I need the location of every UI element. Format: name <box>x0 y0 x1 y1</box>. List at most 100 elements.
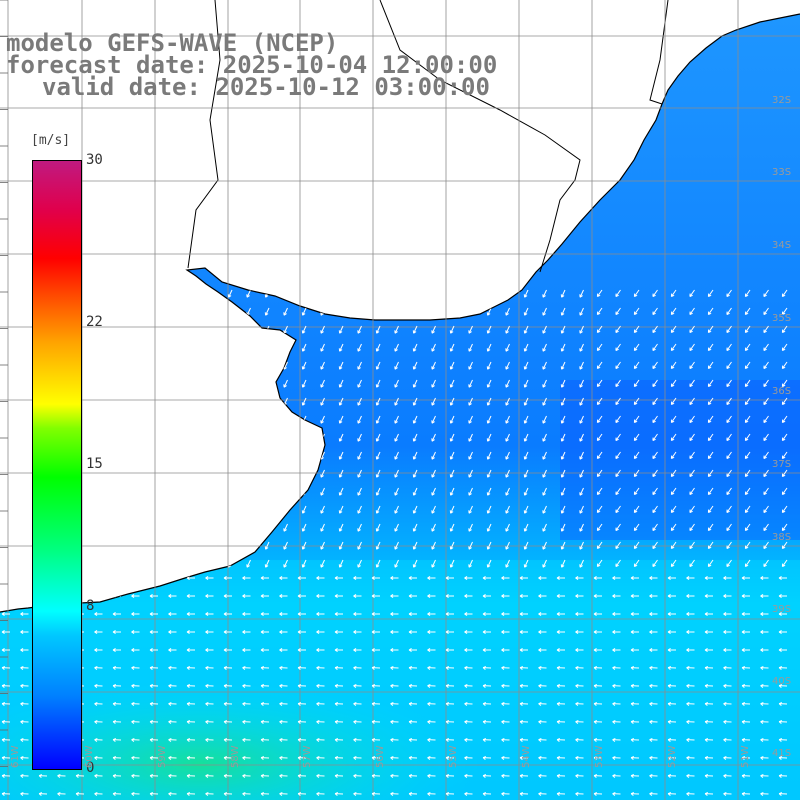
wind-arrow <box>264 469 270 478</box>
wind-arrow <box>431 451 436 460</box>
wind-arrow <box>135 451 140 460</box>
wind-arrow <box>670 433 677 442</box>
wind-arrow <box>593 702 603 706</box>
colorbar-tick-label: 30 <box>86 152 103 168</box>
wind-arrow <box>630 792 640 796</box>
wind-arrow <box>726 325 732 334</box>
wind-arrow <box>781 379 788 388</box>
wind-arrow <box>505 469 510 478</box>
wind-arrow <box>297 738 307 742</box>
wind-arrow <box>408 684 418 688</box>
wind-arrow <box>649 666 658 670</box>
wind-arrow <box>223 612 232 616</box>
wind-arrow <box>615 433 621 442</box>
wind-arrow <box>482 738 492 742</box>
wind-arrow <box>264 523 270 532</box>
wind-arrow <box>205 702 214 706</box>
wind-arrow <box>223 630 232 634</box>
wind-arrow <box>523 343 529 352</box>
wind-arrow <box>519 702 529 706</box>
wind-arrow <box>279 612 288 616</box>
wind-arrow <box>431 559 436 568</box>
wind-arrow <box>449 559 455 568</box>
wind-arrow <box>172 559 177 568</box>
wind-arrow <box>116 433 122 442</box>
wind-arrow <box>575 684 584 688</box>
wind-arrow <box>741 630 750 634</box>
latitude-label: 37S <box>772 459 792 470</box>
wind-arrow <box>283 343 288 352</box>
wind-arrow <box>390 756 399 760</box>
wind-arrow <box>593 594 602 598</box>
wind-arrow <box>431 343 436 352</box>
wind-arrow <box>209 559 214 568</box>
wind-arrow <box>246 379 251 388</box>
wind-arrow <box>707 289 714 298</box>
wind-arrow <box>371 792 381 796</box>
wind-arrow <box>760 648 769 652</box>
wind-arrow <box>227 361 233 370</box>
wind-arrow <box>20 594 29 598</box>
wind-arrow <box>334 792 344 796</box>
wind-arrow <box>670 397 677 406</box>
wind-arrow <box>579 505 584 514</box>
wind-arrow <box>468 397 473 406</box>
wind-arrow <box>763 451 769 460</box>
wind-arrow <box>279 666 288 670</box>
wind-arrow <box>116 289 122 298</box>
wind-arrow <box>707 361 714 370</box>
wind-arrow <box>689 451 695 460</box>
wind-arrow <box>149 648 158 652</box>
wind-arrow <box>24 505 29 514</box>
wind-arrow <box>205 594 214 598</box>
wind-arrow <box>227 523 233 532</box>
wind-arrow <box>505 325 510 334</box>
wind-arrow <box>519 720 529 724</box>
wind-arrow <box>501 738 510 742</box>
wind-arrow <box>726 307 732 316</box>
wind-arrow <box>707 397 714 406</box>
wind-arrow <box>279 792 288 796</box>
wind-arrow <box>20 702 29 706</box>
wind-arrow <box>431 289 436 298</box>
wind-arrow <box>505 523 510 532</box>
wind-arrow <box>316 702 325 706</box>
wind-arrow <box>556 720 566 724</box>
wind-arrow <box>744 541 751 550</box>
wind-arrow <box>223 720 233 724</box>
wind-arrow <box>686 576 695 580</box>
wind-arrow <box>260 738 270 742</box>
wind-arrow <box>505 433 510 442</box>
wind-arrow <box>505 379 510 388</box>
wind-arrow <box>246 289 251 298</box>
wind-arrow <box>412 487 418 496</box>
wind-arrow <box>633 451 640 460</box>
longitude-label: 56W <box>375 745 386 768</box>
wind-arrow <box>38 774 48 778</box>
wind-arrow <box>316 630 325 634</box>
wind-arrow <box>353 792 362 796</box>
wind-arrow <box>1 630 10 634</box>
wind-arrow <box>357 523 362 532</box>
wind-arrow <box>778 756 788 760</box>
wind-arrow <box>726 415 732 424</box>
wind-arrow <box>227 379 233 388</box>
wind-arrow <box>689 343 695 352</box>
wind-arrow <box>246 505 251 514</box>
wind-arrow <box>486 451 492 460</box>
wind-arrow <box>112 774 122 778</box>
wind-arrow <box>689 379 695 388</box>
wind-arrow <box>523 289 529 298</box>
wind-arrow <box>168 792 177 796</box>
wind-arrow <box>744 559 751 568</box>
wind-arrow <box>190 523 196 532</box>
wind-arrow <box>279 594 288 598</box>
wind-arrow <box>338 325 344 334</box>
wind-arrow <box>112 720 122 724</box>
wind-arrow <box>394 307 399 316</box>
wind-arrow <box>357 505 362 514</box>
wind-arrow <box>320 415 325 424</box>
wind-arrow <box>482 792 492 796</box>
longitude-label: 59W <box>157 745 168 768</box>
wind-arrow <box>205 684 214 688</box>
